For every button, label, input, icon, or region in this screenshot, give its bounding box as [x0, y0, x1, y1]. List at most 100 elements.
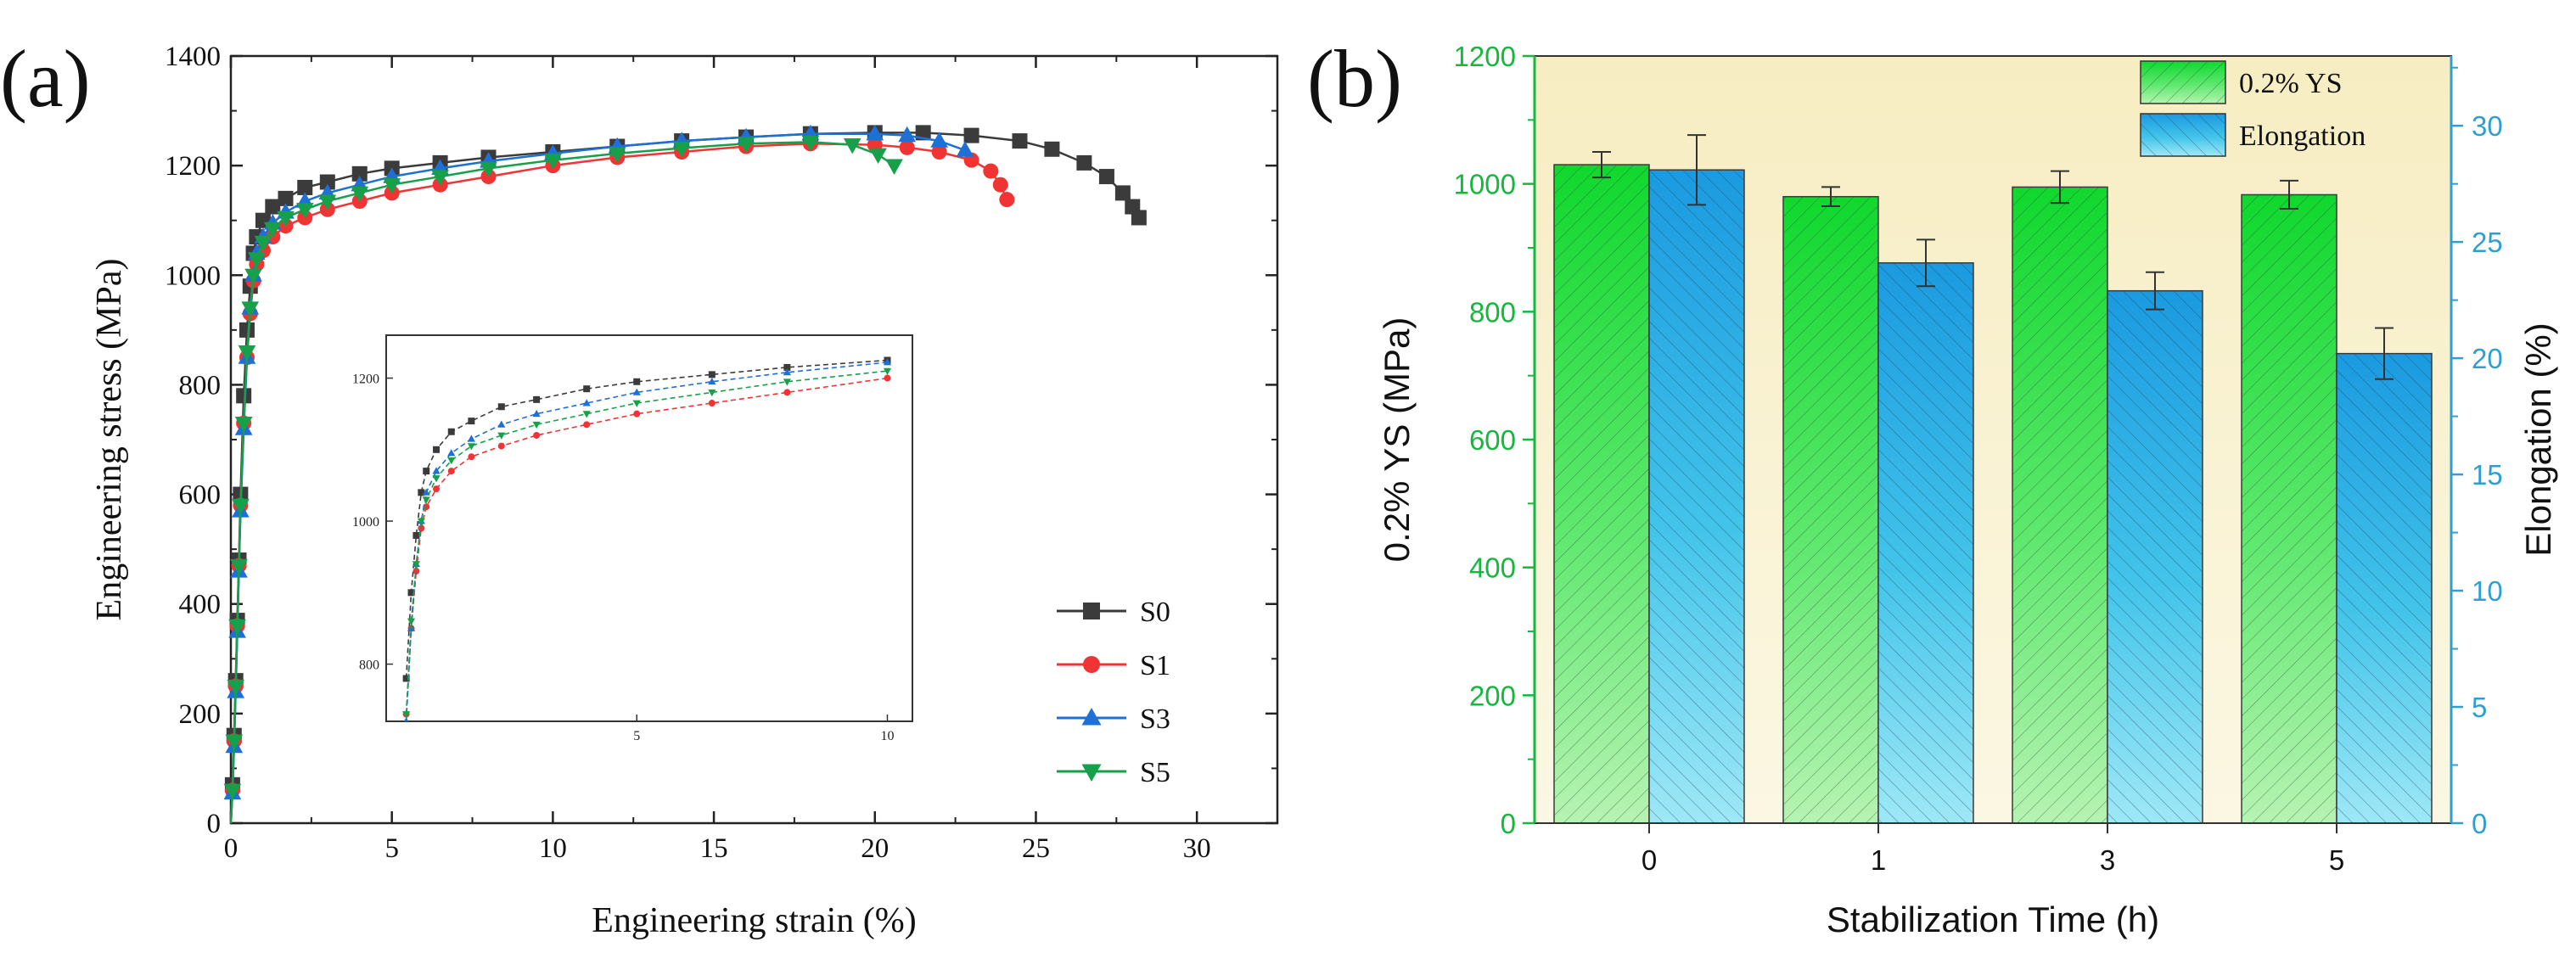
y-tick-label-right-b: 15 [2472, 459, 2503, 491]
inset-point-S5 [632, 400, 641, 407]
legend-marker-S5 [1081, 764, 1102, 782]
legend-item-ys: 0.2% YS [2140, 60, 2343, 104]
inset-point-S1 [708, 400, 716, 407]
bar-ys-hatch [1783, 196, 1878, 823]
inset-point-S3 [632, 388, 641, 395]
point-S5 [277, 210, 295, 227]
x-axis-title-a: Engineering strain (%) [592, 901, 917, 940]
bar-ys-hatch [2242, 194, 2337, 823]
point-S0 [1076, 154, 1092, 171]
legend-marker-S0 [1083, 603, 1100, 619]
x-tick-label-b: 0 [1642, 844, 1657, 876]
point-S0 [239, 322, 255, 338]
y-tick-label-a: 400 [179, 590, 222, 620]
inset-point-S0 [433, 446, 441, 453]
inset-x-tick-label: 5 [633, 729, 640, 743]
point-S5 [480, 161, 497, 178]
inset-series-S5 [402, 367, 892, 719]
legend-item-S0: S0 [1057, 597, 1170, 628]
y-tick-label-a: 1200 [165, 151, 221, 182]
point-S5 [244, 268, 262, 285]
point-S5 [225, 734, 244, 750]
inset-point-S0 [497, 403, 505, 411]
point-S3 [930, 132, 948, 148]
inset-point-S0 [783, 363, 791, 371]
inset-point-S5 [432, 475, 441, 483]
y-tick-label-right-b: 30 [2472, 110, 2503, 142]
point-S5 [230, 558, 248, 575]
y-tick-label-left-b: 200 [1469, 680, 1516, 711]
inset-point-S1 [497, 442, 505, 450]
inset-chart: 5 10 800 1000 1200 [352, 334, 913, 743]
y-tick-label-a: 1400 [165, 42, 221, 72]
point-S5 [431, 170, 449, 186]
point-S0 [1131, 210, 1147, 226]
legend-label-S3: S3 [1140, 704, 1170, 735]
inset-point-S1 [884, 374, 891, 382]
inset-point-S0 [407, 589, 415, 597]
legend-label-S0: S0 [1140, 597, 1170, 628]
bar-elongation-hatch [2337, 353, 2432, 823]
point-S3 [866, 124, 884, 141]
bars-b [1553, 134, 2433, 824]
inset-y-tick-label: 1200 [352, 373, 379, 387]
y-tick-label-a: 1000 [165, 261, 221, 291]
y-axis-title-left-b: 0.2% YS (MPa) [1377, 317, 1417, 563]
inset-point-S0 [412, 531, 420, 539]
point-S5 [227, 679, 245, 696]
point-S0 [1114, 185, 1131, 201]
legend-swatch-hatch [2141, 114, 2225, 156]
point-S1 [931, 144, 947, 160]
inset-point-S0 [402, 675, 410, 682]
point-S5 [737, 137, 755, 154]
inset-point-S1 [533, 431, 541, 439]
inset-point-S5 [783, 378, 791, 386]
inset-point-S5 [447, 457, 456, 465]
x-tick-label-a: 15 [700, 833, 728, 864]
point-S1 [992, 177, 1008, 193]
y-tick-label-left-b: 1000 [1454, 169, 1516, 200]
y-tick-label-left-b: 400 [1469, 552, 1516, 584]
point-S1 [899, 139, 915, 155]
ys-elongation-chart: 0 1 3 5 0 200 400 600 800 1000 1200 0 5 10 15 20 25 30 St… [1377, 41, 2558, 939]
inset-frame [385, 334, 913, 722]
point-S0 [319, 174, 335, 190]
point-S5 [234, 416, 253, 433]
inset-point-S0 [533, 395, 541, 403]
inset-point-S1 [783, 389, 791, 396]
y-tick-label-a: 0 [207, 809, 222, 839]
y-tick-label-right-b: 10 [2472, 575, 2503, 607]
inset-point-S5 [402, 711, 411, 719]
point-S5 [241, 301, 260, 317]
point-S0 [1012, 133, 1028, 149]
point-S0 [278, 190, 294, 206]
legend-label-S1: S1 [1140, 650, 1170, 681]
inset-series [402, 356, 892, 721]
legend-label-S5: S5 [1140, 757, 1170, 788]
inset-point-S3 [403, 717, 409, 721]
x-tick-label-a: 25 [1022, 833, 1050, 864]
legend-item-S1: S1 [1057, 650, 1170, 681]
inset-line-S1 [405, 377, 888, 715]
y-tick-label-left-b: 800 [1469, 296, 1516, 328]
inset-point-S3 [447, 449, 456, 457]
bar-group-3 [2012, 170, 2203, 824]
x-tick-label-a: 0 [224, 833, 239, 864]
inset-point-S5 [467, 443, 475, 451]
y-tick-label-left-b: 1200 [1454, 41, 1516, 72]
point-S5 [232, 498, 250, 515]
legend-b: 0.2% YS Elongation [2140, 60, 2366, 157]
inset-series-S0 [402, 356, 891, 682]
inset-point-S5 [412, 561, 421, 569]
point-S5 [672, 141, 691, 158]
point-S5 [254, 235, 272, 252]
legend-label: 0.2% YS [2239, 68, 2343, 99]
y-tick-label-right-b: 20 [2472, 343, 2503, 374]
point-S5 [383, 178, 401, 194]
bar-group-0 [1553, 134, 1745, 824]
inset-point-S0 [418, 489, 425, 496]
bar-ys-hatch [2012, 187, 2107, 823]
bar-ys-hatch [1554, 165, 1649, 824]
point-S5 [223, 783, 242, 800]
